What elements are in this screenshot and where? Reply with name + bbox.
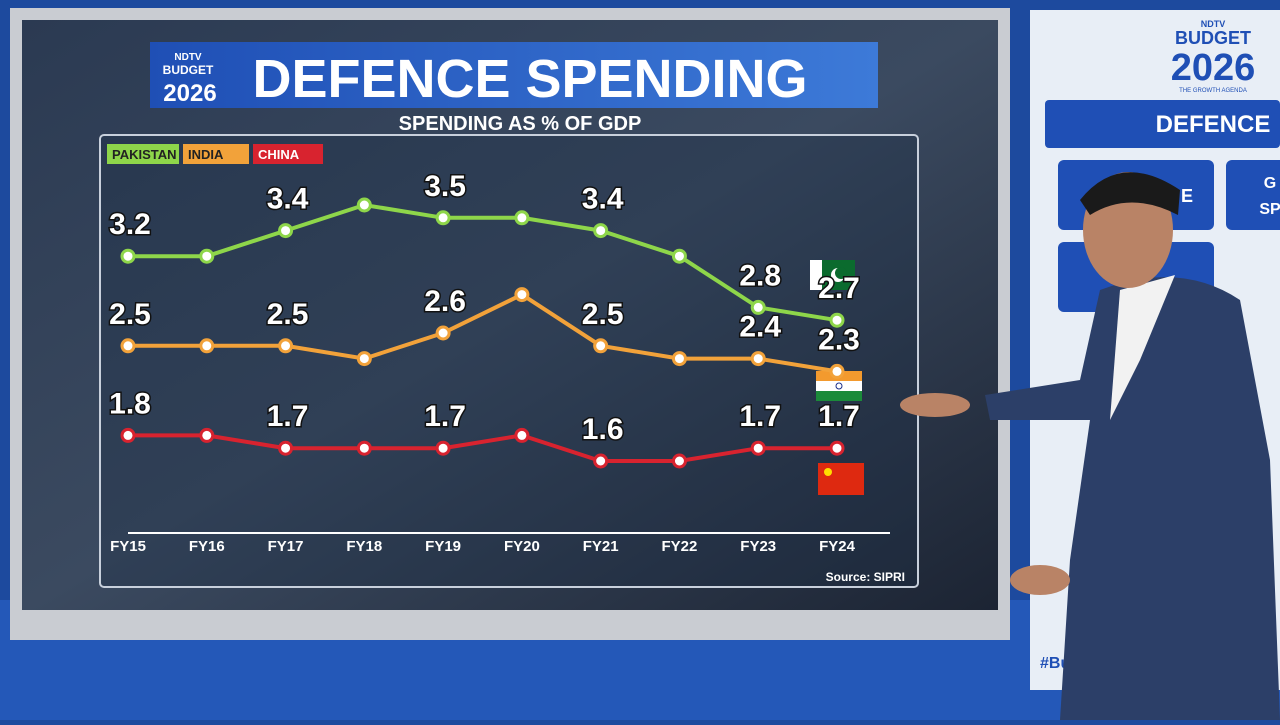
legend-swatch [183, 144, 249, 164]
data-label: 3.2 [109, 208, 151, 241]
data-point [356, 440, 372, 456]
data-label: 2.4 [739, 311, 781, 344]
data-point [120, 248, 136, 264]
side-brand: NDTV [1201, 19, 1226, 29]
x-tick-label: FY23 [740, 538, 776, 555]
x-tick-label: FY22 [662, 538, 698, 555]
data-label: 3.4 [582, 183, 624, 216]
data-point [671, 248, 687, 264]
data-label: 1.7 [424, 400, 466, 433]
side-button-label: SP [1259, 201, 1280, 218]
x-tick-label: FY16 [189, 538, 225, 555]
plot-panel [99, 134, 919, 588]
data-point [356, 351, 372, 367]
legend-swatch [107, 144, 179, 164]
data-label: 1.7 [739, 400, 781, 433]
data-point [593, 338, 609, 354]
x-tick-label: FY18 [346, 538, 382, 555]
data-point [199, 248, 215, 264]
data-point [514, 427, 530, 443]
x-tick-label: FY24 [819, 538, 856, 555]
data-label: 1.7 [267, 400, 309, 433]
side-button-label: E [1181, 186, 1193, 206]
data-point [750, 351, 766, 367]
x-tick-label: FY21 [583, 538, 619, 555]
side-heading-box [1045, 100, 1280, 148]
data-point [199, 427, 215, 443]
series-line [128, 433, 837, 463]
data-label: 3.5 [424, 170, 466, 203]
data-point [593, 223, 609, 239]
chart-subtitle: SPENDING AS % OF GDP [399, 113, 642, 135]
side-hashtag: #Bu [1040, 655, 1070, 672]
side-tagline: THE GROWTH AGENDA [1179, 88, 1247, 94]
data-label: 3.4 [267, 183, 309, 216]
series-line [128, 202, 838, 323]
data-point [671, 351, 687, 367]
data-point [278, 223, 294, 239]
source: Source: SIPRI [826, 570, 905, 584]
x-tick-label: FY17 [268, 538, 304, 555]
data-label: 1.7 [818, 400, 860, 433]
data-label: 2.6 [424, 285, 466, 318]
logo-brand: NDTV [174, 52, 202, 63]
legend-label: PAKISTAN [112, 147, 177, 162]
data-label: 2.5 [582, 298, 624, 331]
legend-label: CHINA [258, 147, 300, 162]
data-point [120, 427, 136, 443]
flag-pakistan [810, 260, 855, 290]
data-point [829, 363, 845, 379]
flag-china [818, 463, 864, 495]
side-button[interactable] [1226, 160, 1280, 230]
legend-swatch [253, 144, 323, 164]
data-point [435, 440, 451, 456]
data-label: 2.3 [818, 323, 860, 356]
logo-event: BUDGET [163, 63, 214, 77]
data-point [514, 210, 530, 226]
chart-title: DEFENCE SPENDING [252, 49, 807, 109]
data-point [356, 197, 372, 213]
data-point [829, 312, 845, 328]
data-point [435, 210, 451, 226]
presenter [900, 172, 1280, 720]
data-label: 2.5 [267, 298, 309, 331]
data-label: 2.5 [109, 298, 151, 331]
data-point [435, 325, 451, 341]
data-point [671, 453, 687, 469]
x-tick-label: FY19 [425, 538, 461, 555]
data-point [120, 338, 136, 354]
data-point [593, 453, 609, 469]
data-label: 2.7 [818, 272, 860, 305]
x-tick-label: FY15 [110, 538, 146, 555]
side-event: BUDGET [1175, 28, 1251, 48]
legend-label: INDIA [188, 147, 224, 162]
series-line [128, 292, 838, 374]
logo-year: 2026 [163, 80, 216, 107]
data-label: 2.8 [739, 259, 781, 292]
data-point [750, 299, 766, 315]
data-point [750, 440, 766, 456]
title-banner [150, 42, 878, 108]
x-tick-label: FY20 [504, 538, 540, 555]
side-heading: DEFENCE [1156, 111, 1271, 138]
data-point [514, 287, 530, 303]
data-label: 1.6 [582, 413, 624, 446]
data-point [278, 338, 294, 354]
side-button-label: G [1264, 175, 1276, 192]
data-label: 1.8 [109, 387, 151, 420]
data-point [829, 440, 845, 456]
data-point [199, 338, 215, 354]
side-year: 2026 [1171, 47, 1256, 89]
data-point [278, 440, 294, 456]
